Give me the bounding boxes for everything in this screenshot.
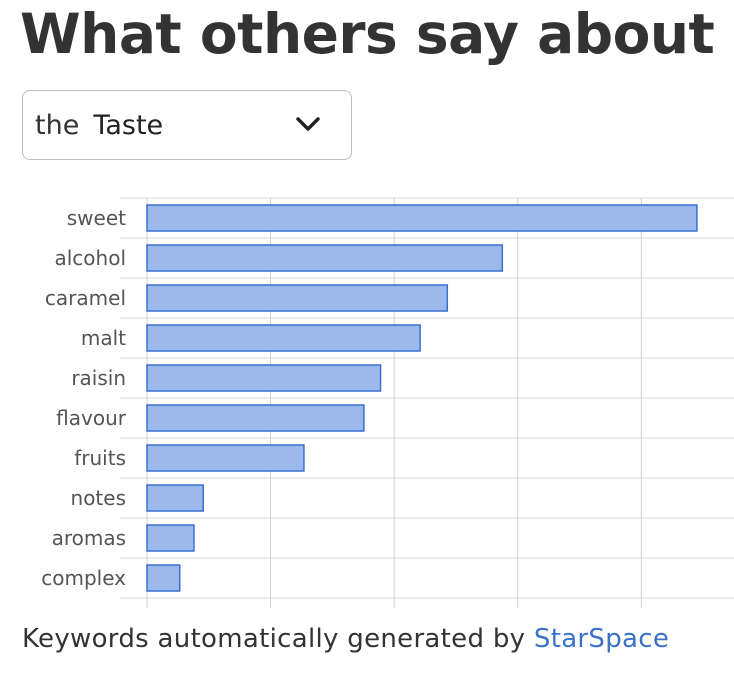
starspace-link[interactable]: StarSpace (533, 624, 670, 654)
bar-fruits (146, 444, 305, 472)
category-label: aromas (52, 526, 126, 550)
bar-notes (146, 484, 204, 512)
category-label: malt (81, 326, 126, 350)
bar-caramel (146, 284, 449, 312)
category-label: flavour (56, 406, 127, 430)
bar-flavour (146, 404, 365, 432)
category-label: sweet (67, 206, 126, 230)
bar-complex (146, 564, 181, 592)
category-label: raisin (71, 366, 126, 390)
footer-text: Keywords automatically generated by (22, 624, 526, 654)
selected-aspect: Taste (93, 109, 164, 141)
category-label: fruits (74, 446, 126, 470)
bar-raisin (146, 364, 382, 392)
aspect-select[interactable]: the Taste (22, 90, 352, 160)
category-label: notes (71, 486, 126, 510)
page-title: What others say about (20, 2, 715, 66)
keyword-bar-chart: sweet alcohol caramel malt raisin flavour frui… (41, 197, 734, 608)
category-label: caramel (45, 286, 126, 310)
bar-malt (146, 324, 421, 352)
bar-alcohol (146, 244, 504, 272)
bar-sweet (146, 204, 698, 232)
category-label: complex (41, 566, 126, 590)
chevron-down-icon (296, 117, 320, 131)
select-prefix: the (35, 109, 80, 141)
footer-attribution: Keywords automatically generated by Star… (22, 624, 669, 654)
category-label: alcohol (54, 246, 126, 270)
bar-aromas (146, 524, 195, 552)
